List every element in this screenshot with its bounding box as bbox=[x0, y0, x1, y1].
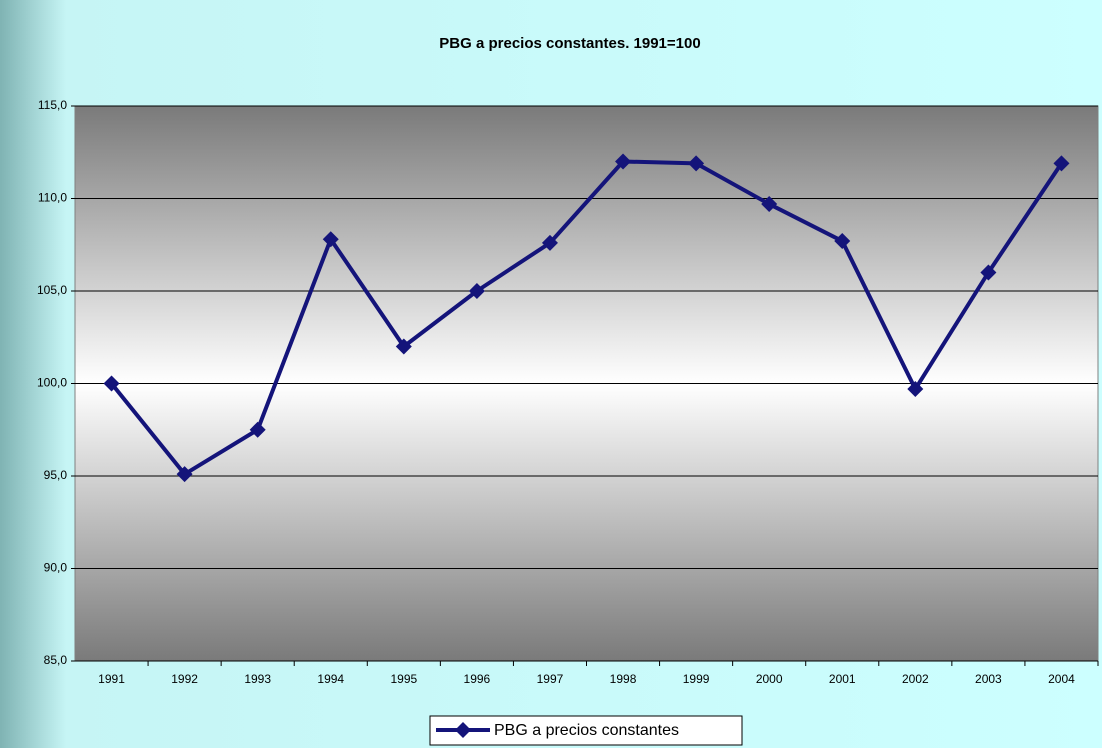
point-marker bbox=[834, 233, 851, 250]
point-marker bbox=[907, 381, 924, 398]
x-tick-label: 2001 bbox=[829, 672, 856, 686]
chart-title: PBG a precios constantes. 1991=100 bbox=[439, 35, 700, 52]
point-marker bbox=[615, 153, 632, 170]
x-tick-label: 2003 bbox=[975, 672, 1002, 686]
point-marker bbox=[249, 421, 266, 438]
x-tick-label: 1994 bbox=[317, 672, 344, 686]
x-tick-label: 1995 bbox=[390, 672, 417, 686]
point-marker bbox=[468, 283, 485, 299]
x-tick-label: 1996 bbox=[464, 672, 491, 686]
y-tick-label: 90,0 bbox=[44, 561, 68, 575]
x-tick-label: 2004 bbox=[1048, 672, 1075, 686]
y-tick-label: 85,0 bbox=[44, 653, 68, 667]
x-tick-label: 1998 bbox=[610, 672, 637, 686]
y-tick-label: 115,0 bbox=[38, 98, 67, 112]
point-marker bbox=[980, 264, 997, 281]
point-marker bbox=[688, 155, 705, 172]
x-tick-label: 1999 bbox=[683, 672, 710, 686]
point-marker bbox=[1053, 155, 1070, 172]
legend-marker bbox=[455, 722, 471, 738]
legend-label: PBG a precios constantes bbox=[494, 722, 679, 739]
x-tick-label: 1992 bbox=[171, 672, 198, 686]
y-tick-label: 110,0 bbox=[38, 191, 67, 205]
y-tick-label: 95,0 bbox=[44, 468, 68, 482]
point-marker bbox=[541, 234, 558, 251]
point-marker bbox=[176, 466, 193, 483]
y-tick-label: 105,0 bbox=[37, 283, 67, 297]
point-marker bbox=[761, 196, 778, 213]
y-tick-label: 100,0 bbox=[37, 376, 67, 390]
x-tick-label: 2000 bbox=[756, 672, 783, 686]
series-line bbox=[109, 159, 1064, 477]
x-tick-label: 1997 bbox=[537, 672, 564, 686]
point-marker bbox=[395, 338, 412, 355]
point-marker bbox=[103, 375, 120, 392]
point-marker bbox=[322, 231, 339, 248]
x-tick-label: 1991 bbox=[98, 672, 125, 686]
x-tick-label: 1993 bbox=[244, 672, 271, 686]
x-tick-label: 2002 bbox=[902, 672, 929, 686]
